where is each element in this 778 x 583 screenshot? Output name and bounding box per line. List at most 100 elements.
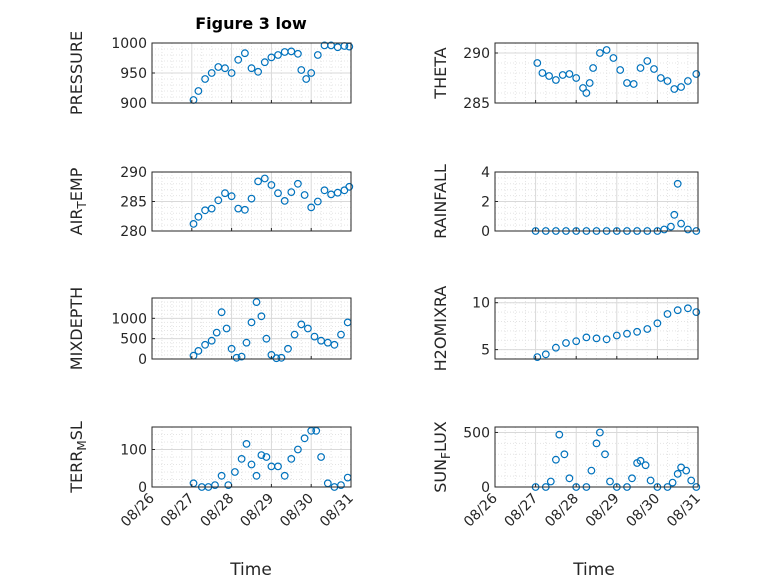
- data-point: [232, 353, 241, 362]
- y-axis-label: H2OMIXRA: [431, 286, 450, 372]
- x-axis-label-right: Time: [572, 560, 615, 580]
- data-point: [629, 80, 638, 88]
- data-point: [290, 330, 299, 339]
- y-axis-label: SUNFLUX: [431, 421, 453, 493]
- y-tick-label: 280: [120, 224, 147, 240]
- data-point: [656, 74, 665, 82]
- data-point: [222, 324, 231, 333]
- data-point: [596, 428, 604, 437]
- data-point: [313, 197, 322, 206]
- data-point: [587, 466, 596, 475]
- data-point: [280, 196, 289, 205]
- subplot-1: 900 950 1000 PRESSURE: [67, 31, 354, 115]
- data-point: [194, 212, 203, 221]
- data-point: [240, 205, 249, 214]
- data-point: [274, 189, 282, 198]
- data-point: [684, 304, 692, 313]
- data-point: [562, 339, 570, 347]
- data-point: [307, 69, 316, 77]
- data-point: [601, 450, 609, 459]
- data-point: [687, 476, 696, 485]
- y-axis-label: MIXDEPTH: [67, 287, 86, 370]
- data-point: [254, 67, 263, 76]
- y-tick-label: 0: [481, 480, 490, 496]
- y-tick-label: 0: [481, 224, 490, 240]
- y-tick-label: 950: [120, 66, 147, 82]
- axes-box: [151, 426, 352, 488]
- data-point: [643, 57, 652, 65]
- data-point: [284, 344, 292, 353]
- data-point: [670, 85, 679, 93]
- data-point: [582, 333, 591, 342]
- data-point: [533, 353, 542, 362]
- data-point: [541, 350, 550, 359]
- data-point: [317, 453, 326, 461]
- data-point: [297, 66, 306, 74]
- data-point: [252, 298, 261, 307]
- data-point: [320, 186, 329, 195]
- data-point: [673, 470, 682, 478]
- data-point: [267, 53, 276, 62]
- data-point: [287, 188, 296, 197]
- y-tick-label: 500: [463, 425, 490, 441]
- data-point: [242, 440, 251, 448]
- data-point: [247, 194, 256, 203]
- data-point: [592, 439, 601, 448]
- data-point: [254, 177, 263, 186]
- data-point: [294, 445, 302, 454]
- data-series: [189, 174, 354, 228]
- subplot-5: 0 500 1000 MIXDEPTH: [67, 287, 352, 370]
- y-tick-label: 290: [120, 165, 147, 181]
- data-point: [267, 181, 276, 189]
- data-point: [234, 55, 243, 64]
- data-point: [677, 83, 685, 91]
- data-point: [555, 430, 564, 439]
- data-point: [606, 477, 614, 486]
- data-point: [260, 58, 269, 67]
- data-point: [670, 210, 679, 219]
- data-series: [533, 46, 701, 97]
- data-point: [692, 70, 701, 78]
- data-point: [345, 182, 354, 191]
- y-tick-label: 285: [120, 195, 147, 211]
- data-point: [585, 79, 594, 87]
- data-point: [533, 59, 542, 67]
- data-point: [227, 192, 236, 201]
- axes-box: [151, 297, 352, 360]
- data-point: [673, 179, 682, 188]
- data-point: [247, 64, 256, 73]
- data-point: [207, 204, 216, 213]
- y-tick-label: 1000: [111, 36, 147, 52]
- data-point: [194, 87, 203, 95]
- y-tick-label: 100: [120, 443, 147, 459]
- data-point: [260, 174, 269, 183]
- data-point: [333, 188, 342, 197]
- data-point: [240, 49, 249, 58]
- data-point: [294, 179, 302, 188]
- data-point: [257, 312, 266, 321]
- data-point: [628, 474, 636, 483]
- data-point: [572, 337, 581, 346]
- data-point: [545, 72, 553, 80]
- data-point: [310, 332, 319, 341]
- data-point: [277, 353, 286, 362]
- data-point: [313, 51, 322, 59]
- data-point: [237, 455, 246, 463]
- data-point: [673, 306, 682, 315]
- data-point: [663, 77, 672, 85]
- axes-box: [494, 426, 699, 488]
- subplot-6: 5 10 H2OMIXRA: [431, 286, 701, 372]
- data-point: [552, 455, 560, 464]
- data-point: [552, 343, 560, 352]
- data-point: [207, 336, 216, 345]
- data-point: [572, 74, 581, 82]
- data-point: [212, 328, 221, 337]
- data-point: [677, 219, 685, 228]
- data-point: [692, 308, 701, 317]
- data-point: [221, 189, 229, 198]
- data-point: [565, 70, 574, 78]
- data-point: [274, 51, 282, 59]
- data-point: [582, 89, 591, 97]
- data-point: [337, 330, 345, 339]
